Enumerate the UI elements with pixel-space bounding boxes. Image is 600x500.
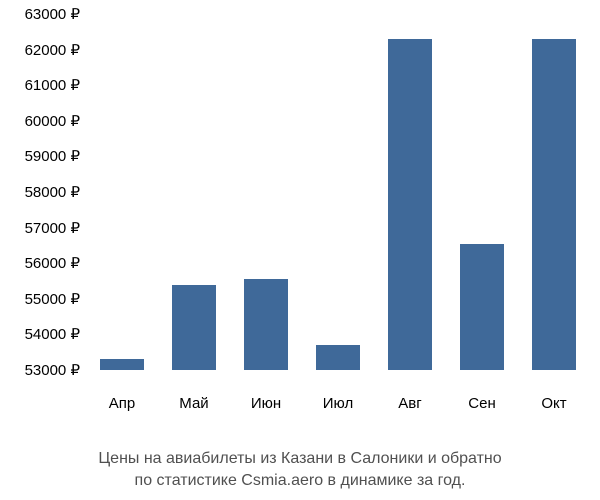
y-tick-label: 60000 ₽ bbox=[25, 112, 80, 130]
chart-caption: Цены на авиабилеты из Казани в Салоники … bbox=[0, 448, 600, 491]
price-bar-chart: 53000 ₽ 54000 ₽ 55000 ₽ 56000 ₽ 57000 ₽ 58000… bbox=[0, 0, 600, 440]
caption-line-1: Цены на авиабилеты из Казани в Салоники … bbox=[98, 450, 501, 467]
plot-area bbox=[86, 0, 590, 390]
y-tick-label: 55000 ₽ bbox=[25, 290, 80, 308]
bar bbox=[316, 345, 361, 370]
y-tick-label: 58000 ₽ bbox=[25, 183, 80, 201]
y-tick-label: 56000 ₽ bbox=[25, 254, 80, 272]
x-tick-label: Май bbox=[179, 395, 208, 412]
y-tick-label: 59000 ₽ bbox=[25, 147, 80, 165]
y-axis: 53000 ₽ 54000 ₽ 55000 ₽ 56000 ₽ 57000 ₽ 58000… bbox=[0, 0, 86, 390]
x-tick-label: Июн bbox=[251, 395, 281, 412]
bar bbox=[172, 285, 217, 370]
x-tick-label: Апр bbox=[109, 395, 135, 412]
bar bbox=[388, 39, 433, 370]
caption-line-2: по статистике Csmia.aero в динамике за г… bbox=[135, 472, 466, 489]
y-tick-label: 61000 ₽ bbox=[25, 76, 80, 94]
y-tick-label: 57000 ₽ bbox=[25, 219, 80, 237]
y-tick-label: 54000 ₽ bbox=[25, 325, 80, 343]
bar bbox=[532, 39, 577, 370]
y-tick-label: 62000 ₽ bbox=[25, 41, 80, 59]
x-tick-label: Сен bbox=[468, 395, 495, 412]
x-tick-label: Июл bbox=[323, 395, 353, 412]
x-axis: Апр Май Июн Июл Авг Сен Окт bbox=[86, 395, 590, 425]
bar bbox=[100, 359, 145, 370]
bar bbox=[460, 244, 505, 370]
y-tick-label: 53000 ₽ bbox=[25, 361, 80, 379]
x-tick-label: Окт bbox=[541, 395, 566, 412]
bar bbox=[244, 279, 289, 370]
x-tick-label: Авг bbox=[398, 395, 421, 412]
y-tick-label: 63000 ₽ bbox=[25, 5, 80, 23]
